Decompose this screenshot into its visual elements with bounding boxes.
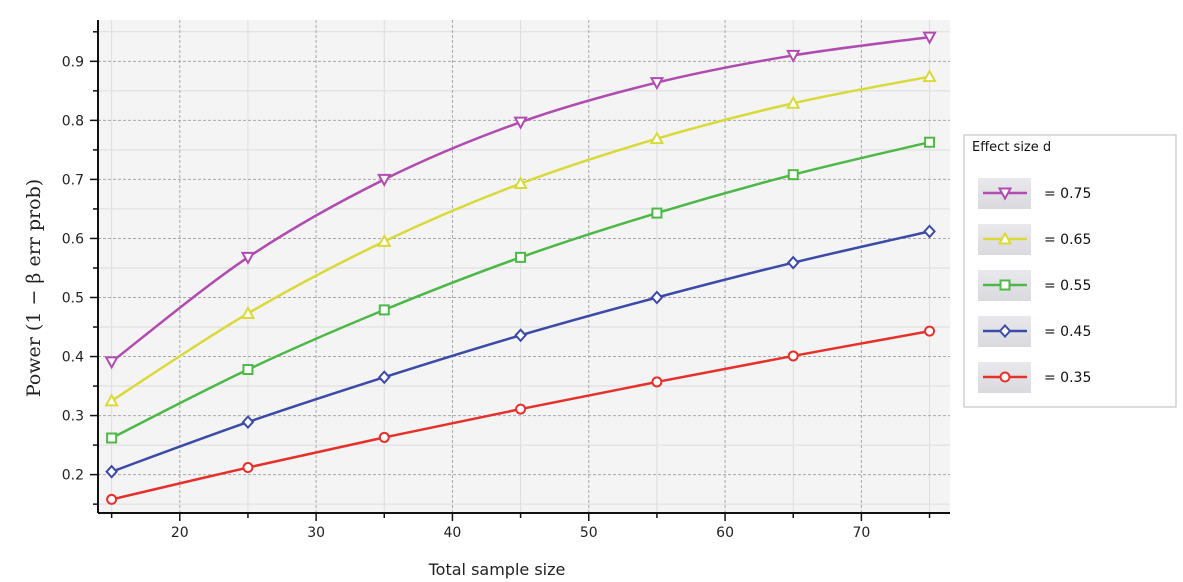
- data-point: [242, 364, 254, 376]
- legend-item: = 0.45: [978, 316, 1091, 347]
- series-0: [104, 31, 937, 370]
- data-point: [924, 325, 936, 337]
- y-tick-label: 0.3: [62, 409, 84, 425]
- data-point: [787, 169, 799, 181]
- data-point: [787, 350, 799, 362]
- x-tick-label: 70: [852, 525, 870, 541]
- data-point: [513, 116, 528, 130]
- data-point: [513, 175, 528, 190]
- legend-swatch-marker: [997, 187, 1013, 201]
- x-tick-label: 20: [171, 525, 189, 541]
- y-tick-label: 0.6: [62, 231, 84, 247]
- legend-item: = 0.55: [978, 270, 1091, 301]
- data-point: [106, 493, 118, 505]
- legend-swatch-marker: [999, 279, 1011, 291]
- legend-label: = 0.45: [1044, 324, 1091, 340]
- data-point: [377, 370, 391, 385]
- axes: 20 30 40 50 60 70 0.2 0.3 0.4 0.5 0.6 0.7 0.8 0.9: [62, 20, 950, 541]
- data-point: [651, 376, 663, 388]
- legend-item: = 0.75: [978, 178, 1091, 209]
- data-point: [651, 207, 663, 219]
- data-point: [924, 136, 936, 148]
- data-point: [923, 224, 936, 239]
- data-point: [786, 49, 801, 64]
- data-point: [377, 233, 392, 247]
- plot-background: [98, 20, 950, 513]
- data-point: [378, 304, 390, 316]
- x-tick-label: 40: [444, 525, 462, 541]
- data-point: [922, 69, 937, 83]
- data-point: [649, 131, 665, 145]
- series-3: [105, 224, 936, 479]
- data-point: [515, 251, 527, 263]
- data-point: [514, 328, 527, 343]
- legend-label: = 0.55: [1044, 278, 1091, 294]
- data-point: [515, 403, 527, 415]
- data-point: [105, 464, 118, 479]
- y-tick-label: 0.7: [62, 172, 84, 188]
- data-point: [650, 290, 664, 305]
- series-2: [106, 136, 936, 444]
- data-point: [786, 95, 801, 109]
- legend-label: = 0.35: [1044, 370, 1091, 386]
- legend-item: = 0.65: [978, 224, 1091, 255]
- x-axis-label: Total sample size: [428, 560, 566, 579]
- y-tick-label: 0.9: [62, 54, 84, 70]
- data-point: [649, 77, 665, 91]
- data-point: [106, 432, 118, 444]
- data-point: [241, 415, 255, 430]
- legend-swatch-marker: [998, 324, 1012, 338]
- series-4: [106, 325, 936, 505]
- legend-swatch-marker: [999, 371, 1011, 383]
- x-tick-label: 30: [307, 525, 325, 541]
- data-point: [377, 173, 392, 187]
- data-point: [242, 462, 254, 474]
- legend-swatch-marker: [997, 231, 1013, 245]
- x-tick-label: 50: [580, 525, 598, 541]
- y-tick-label: 0.5: [62, 290, 84, 306]
- data-point: [240, 305, 256, 319]
- legend: Effect size d = 0.75 = 0.65 = 0.55 = 0.45 = …: [963, 134, 1177, 408]
- legend-title: Effect size d: [972, 140, 1051, 155]
- data-point: [104, 356, 119, 370]
- x-tick-label: 60: [716, 525, 734, 541]
- data-point: [104, 393, 119, 407]
- legend-item: = 0.35: [978, 362, 1091, 393]
- legend-label: = 0.65: [1044, 232, 1091, 248]
- y-tick-label: 0.4: [62, 350, 84, 366]
- data-point: [240, 251, 256, 265]
- y-axis-label: Power (1 − β err prob): [23, 179, 45, 397]
- y-tick-label: 0.8: [62, 113, 84, 129]
- series-1: [104, 69, 937, 407]
- data-point: [922, 31, 937, 45]
- legend-label: = 0.75: [1044, 186, 1091, 202]
- data-point: [378, 431, 390, 443]
- y-tick-label: 0.2: [62, 468, 84, 484]
- data-series: [104, 31, 937, 505]
- data-point: [786, 255, 800, 270]
